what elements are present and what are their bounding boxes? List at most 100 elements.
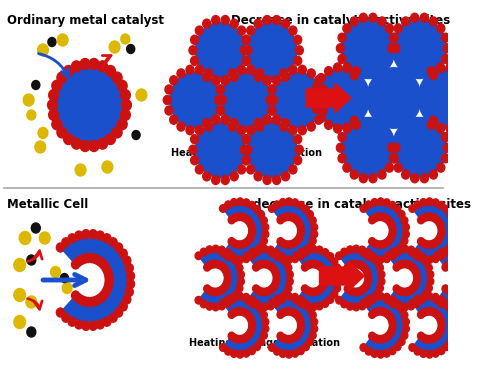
Circle shape (426, 308, 432, 315)
Circle shape (382, 214, 390, 222)
Circle shape (462, 276, 469, 284)
Circle shape (282, 241, 289, 248)
Circle shape (389, 252, 396, 260)
Circle shape (121, 34, 130, 44)
Circle shape (289, 26, 297, 35)
Circle shape (398, 305, 405, 313)
Circle shape (387, 314, 394, 321)
Circle shape (234, 308, 240, 315)
Circle shape (242, 156, 250, 165)
Circle shape (346, 303, 354, 310)
Circle shape (274, 348, 280, 355)
Circle shape (418, 296, 426, 303)
Circle shape (322, 273, 329, 280)
Circle shape (409, 299, 416, 307)
Circle shape (456, 302, 464, 310)
Circle shape (268, 106, 276, 115)
Circle shape (206, 246, 213, 254)
Circle shape (444, 143, 452, 152)
Circle shape (298, 126, 306, 135)
Circle shape (380, 213, 386, 221)
Circle shape (286, 256, 292, 264)
Circle shape (202, 172, 211, 181)
Circle shape (344, 63, 351, 72)
Circle shape (402, 170, 409, 179)
Circle shape (212, 115, 220, 124)
Circle shape (280, 240, 286, 247)
Circle shape (56, 67, 124, 143)
Circle shape (389, 323, 396, 331)
Circle shape (385, 237, 392, 245)
Circle shape (450, 288, 457, 296)
Circle shape (242, 334, 249, 341)
Circle shape (426, 351, 433, 358)
Circle shape (304, 303, 310, 310)
Circle shape (310, 332, 316, 339)
Circle shape (72, 61, 82, 72)
Circle shape (444, 44, 452, 53)
Circle shape (109, 238, 117, 247)
Circle shape (240, 213, 246, 221)
Circle shape (242, 35, 250, 44)
Circle shape (456, 262, 463, 270)
Circle shape (432, 255, 439, 262)
Circle shape (304, 262, 311, 269)
Circle shape (414, 273, 420, 280)
Circle shape (413, 269, 420, 277)
Circle shape (89, 321, 97, 330)
Circle shape (362, 266, 370, 274)
Circle shape (386, 163, 394, 172)
Circle shape (40, 232, 50, 244)
Circle shape (238, 65, 246, 74)
Circle shape (418, 253, 426, 260)
Circle shape (236, 336, 243, 343)
Circle shape (456, 246, 464, 254)
Circle shape (123, 256, 131, 265)
Circle shape (312, 104, 320, 113)
Circle shape (294, 156, 302, 165)
Circle shape (472, 258, 478, 266)
Circle shape (291, 214, 298, 222)
Circle shape (298, 347, 304, 355)
Circle shape (260, 217, 268, 224)
Circle shape (254, 172, 262, 181)
Circle shape (377, 308, 384, 315)
Circle shape (244, 296, 251, 304)
Circle shape (413, 279, 420, 287)
Circle shape (365, 348, 372, 355)
Circle shape (343, 24, 351, 33)
Circle shape (468, 253, 474, 260)
Circle shape (438, 296, 445, 304)
Circle shape (272, 115, 280, 124)
Circle shape (268, 205, 275, 212)
Circle shape (230, 214, 237, 222)
Circle shape (360, 344, 367, 351)
Circle shape (247, 66, 255, 75)
Circle shape (212, 115, 220, 124)
Circle shape (324, 120, 332, 129)
Circle shape (224, 269, 230, 277)
Circle shape (272, 279, 279, 287)
Circle shape (209, 288, 216, 296)
Circle shape (38, 44, 48, 56)
Circle shape (297, 222, 304, 230)
Circle shape (273, 273, 280, 280)
Circle shape (402, 325, 409, 333)
Circle shape (234, 241, 240, 248)
Circle shape (474, 264, 481, 272)
Circle shape (170, 115, 178, 124)
Circle shape (316, 302, 323, 310)
Circle shape (14, 258, 26, 272)
Circle shape (426, 213, 432, 220)
Circle shape (292, 294, 298, 301)
Circle shape (438, 300, 446, 308)
Circle shape (447, 243, 454, 251)
Circle shape (87, 254, 96, 262)
Circle shape (82, 230, 90, 238)
Circle shape (224, 296, 232, 303)
Circle shape (48, 110, 58, 120)
Circle shape (263, 15, 271, 24)
Circle shape (112, 72, 122, 83)
Circle shape (382, 309, 390, 317)
Circle shape (236, 284, 243, 292)
